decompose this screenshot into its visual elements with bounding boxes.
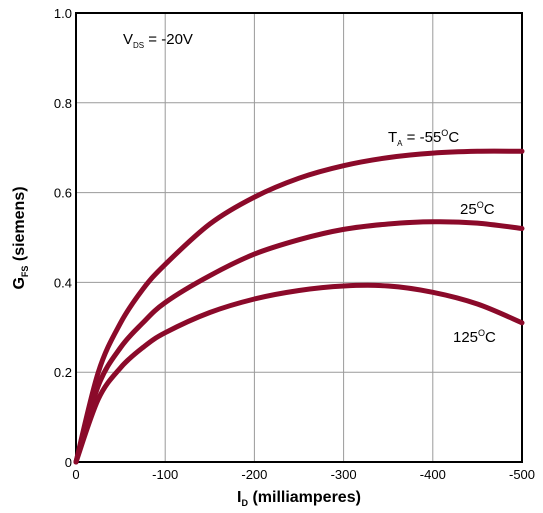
series-label-sup: O bbox=[477, 200, 484, 210]
series-label-prefix-main: T bbox=[388, 129, 397, 146]
series-label-125c: 125OC bbox=[453, 328, 496, 346]
x-tick-label: -200 bbox=[241, 467, 267, 482]
y-tick-label: 0.4 bbox=[54, 275, 72, 290]
y-tick-label: 0.6 bbox=[54, 186, 72, 201]
series-line-0 bbox=[73, 148, 525, 465]
series-label-prefix-rest: 125 bbox=[453, 329, 478, 346]
x-axis-title-rest: (milliamperes) bbox=[248, 489, 361, 506]
x-tick-label: -500 bbox=[509, 467, 535, 482]
condition-label: VDS = -20V bbox=[123, 31, 193, 50]
y-tick-label: 1.0 bbox=[54, 6, 72, 21]
x-axis-title-main: I bbox=[237, 489, 241, 506]
series-label-suffix: C bbox=[448, 129, 459, 146]
x-tick-label: -100 bbox=[152, 467, 178, 482]
series-lines bbox=[73, 148, 525, 465]
y-tick-label: 0.8 bbox=[54, 96, 72, 111]
condition-sub: DS bbox=[133, 41, 144, 50]
series-label-prefix-rest: 25 bbox=[460, 201, 477, 218]
x-tick-label: -300 bbox=[331, 467, 357, 482]
series-label-prefix-sub: A bbox=[397, 139, 403, 148]
x-tick-labels: 0 -100 -200 -300 -400 -500 bbox=[72, 467, 535, 482]
y-axis-title: GFS (siemens) bbox=[11, 186, 30, 289]
y-tick-label: 0 bbox=[65, 455, 72, 470]
condition-main: V bbox=[123, 31, 133, 48]
series-label-25c: 25OC bbox=[460, 200, 495, 218]
x-tick-label: 0 bbox=[72, 467, 79, 482]
series-label-sup: O bbox=[478, 328, 485, 338]
x-tick-label: -400 bbox=[420, 467, 446, 482]
y-axis-title-rest: (siemens) bbox=[11, 186, 28, 265]
series-label-prefix-rest: = -55 bbox=[403, 129, 442, 146]
y-axis-title-sub: FS bbox=[20, 266, 30, 278]
y-tick-labels: 0 0.2 0.4 0.6 0.8 1.0 bbox=[54, 6, 72, 470]
x-axis-title-sub: D bbox=[242, 498, 249, 508]
series-line-2 bbox=[73, 282, 525, 465]
series-label-sup: O bbox=[441, 128, 448, 138]
y-axis-title-main: G bbox=[11, 277, 28, 289]
series-label-suffix: C bbox=[485, 329, 496, 346]
series-line-1 bbox=[73, 219, 525, 465]
condition-rest: = -20V bbox=[144, 31, 193, 48]
x-axis-title: ID (milliamperes) bbox=[237, 489, 361, 508]
series-label-suffix: C bbox=[484, 201, 495, 218]
y-tick-label: 0.2 bbox=[54, 365, 72, 380]
series-label-minus55c: TA = -55OC bbox=[388, 128, 459, 148]
plot-frame bbox=[75, 12, 523, 463]
